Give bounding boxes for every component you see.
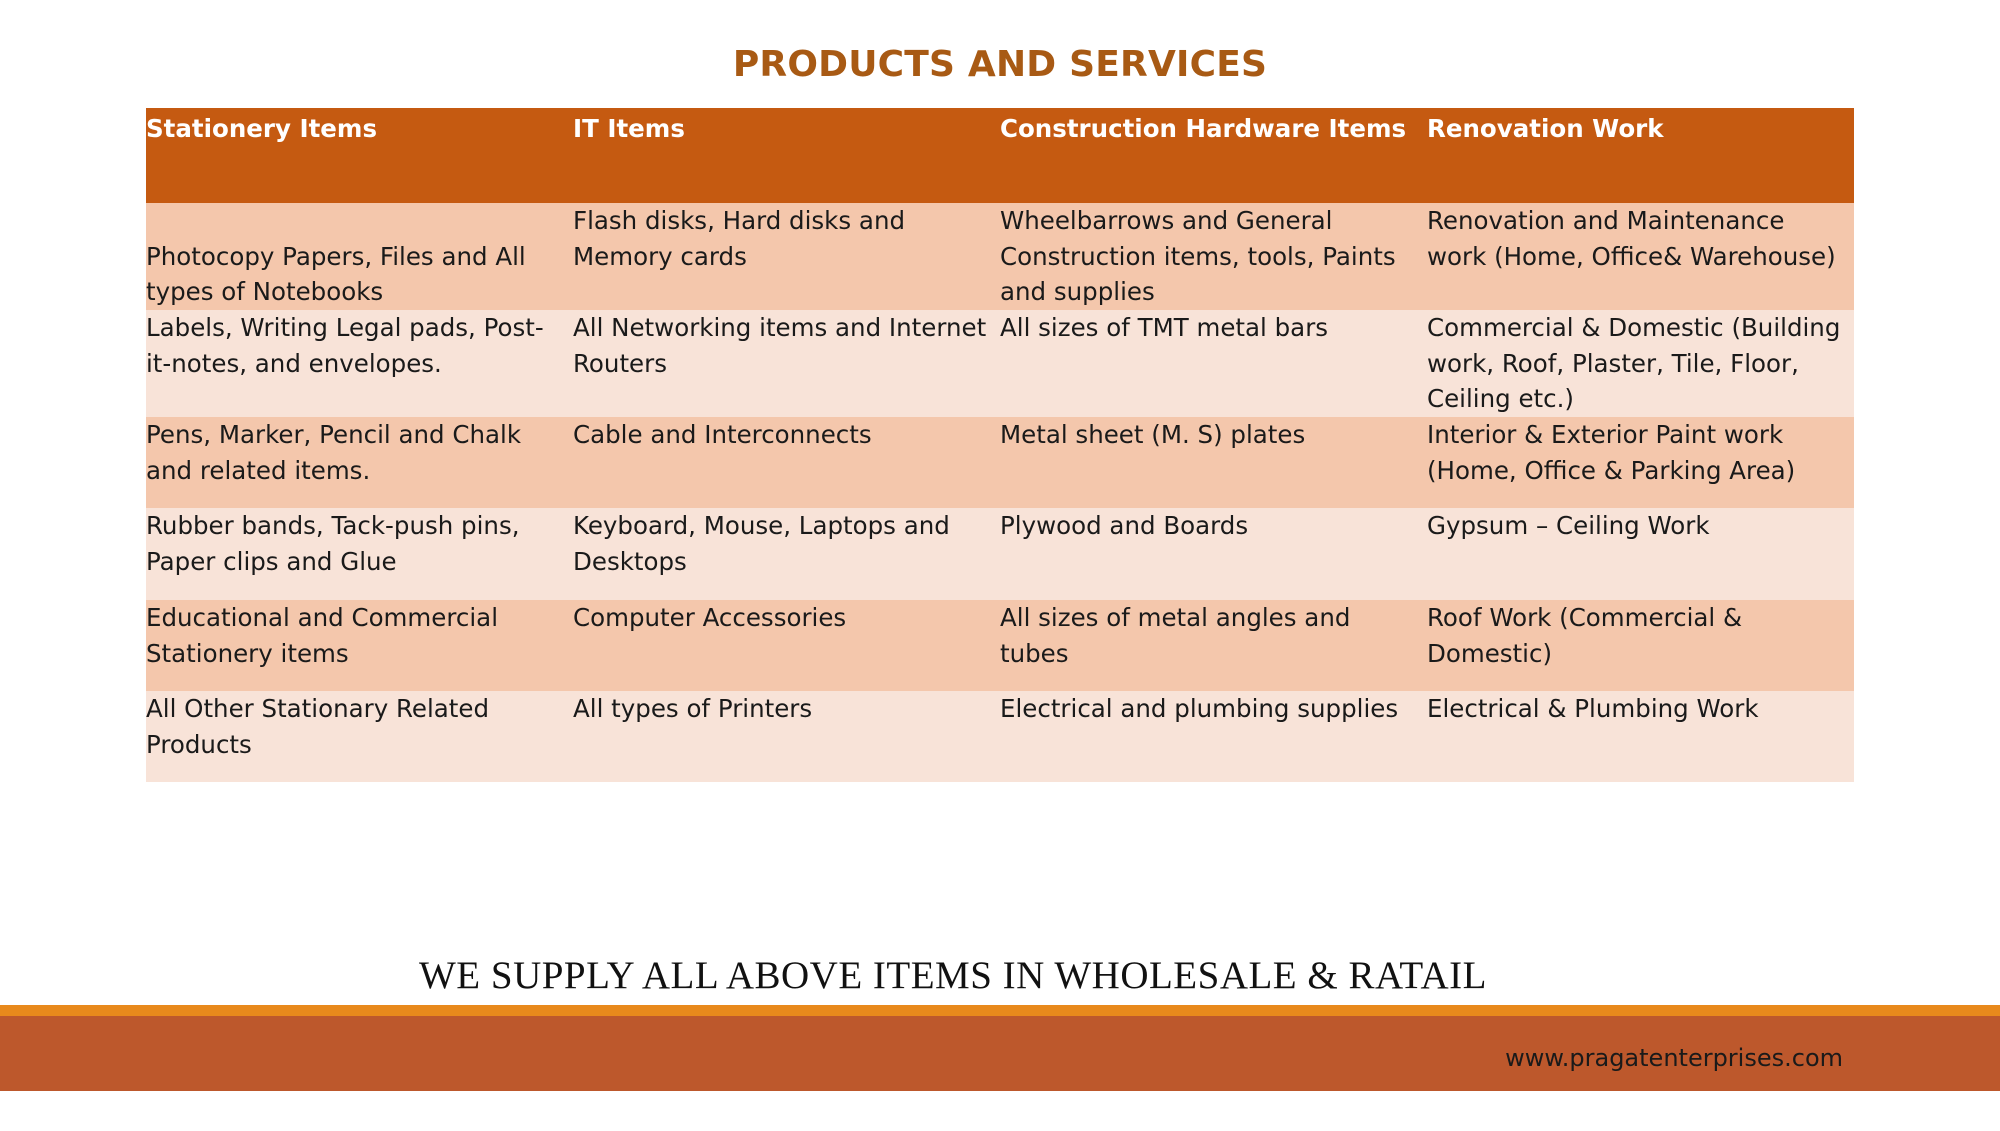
table-cell: All types of Printers — [573, 691, 1000, 782]
table-cell: Electrical and plumbing supplies — [1000, 691, 1427, 782]
tagline: WE SUPPLY ALL ABOVE ITEMS IN WHOLESALE &… — [419, 954, 1487, 997]
table-cell: Commercial & Domestic (Building work, Ro… — [1427, 310, 1854, 417]
footer-accent-line — [0, 1005, 2000, 1016]
products-table: Stationery Items IT Items Construction H… — [146, 108, 1854, 782]
table-cell: Roof Work (Commercial & Domestic) — [1427, 600, 1854, 691]
table-cell: Photocopy Papers, Files and All types of… — [146, 203, 573, 310]
table-cell: Keyboard, Mouse, Laptops and Desktops — [573, 508, 1000, 600]
table-cell: Pens, Marker, Pencil and Chalk and relat… — [146, 417, 573, 508]
table-cell: All sizes of TMT metal bars — [1000, 310, 1427, 417]
table-cell: Flash disks, Hard disks and Memory cards — [573, 203, 1000, 310]
table-cell: Rubber bands, Tack-push pins, Paper clip… — [146, 508, 573, 600]
table-cell: Computer Accessories — [573, 600, 1000, 691]
table-cell: Wheelbarrows and General Construction it… — [1000, 203, 1427, 310]
column-header-stationery: Stationery Items — [146, 108, 573, 203]
table-cell: Plywood and Boards — [1000, 508, 1427, 600]
column-header-construction: Construction Hardware Items — [1000, 108, 1427, 203]
table-cell: All Networking items and Internet Router… — [573, 310, 1000, 417]
column-header-renovation: Renovation Work — [1427, 108, 1854, 203]
table-row: All Other Stationary Related Products Al… — [146, 691, 1854, 782]
table-cell: Educational and Commercial Stationery it… — [146, 600, 573, 691]
table-cell: All sizes of metal angles and tubes — [1000, 600, 1427, 691]
table-row: Photocopy Papers, Files and All types of… — [146, 203, 1854, 310]
table-cell: Cable and Interconnects — [573, 417, 1000, 508]
table-row: Rubber bands, Tack-push pins, Paper clip… — [146, 508, 1854, 600]
table-row: Labels, Writing Legal pads, Post-it-note… — [146, 310, 1854, 417]
table-row: Educational and Commercial Stationery it… — [146, 600, 1854, 691]
table-cell: Gypsum – Ceiling Work — [1427, 508, 1854, 600]
table-cell: Electrical & Plumbing Work — [1427, 691, 1854, 782]
table-cell: All Other Stationary Related Products — [146, 691, 573, 782]
table-header-row: Stationery Items IT Items Construction H… — [146, 108, 1854, 203]
table-cell: Labels, Writing Legal pads, Post-it-note… — [146, 310, 573, 417]
page-title: PRODUCTS AND SERVICES — [732, 44, 1268, 85]
footer-band — [0, 1016, 2000, 1091]
column-header-it: IT Items — [573, 108, 1000, 203]
table-row: Pens, Marker, Pencil and Chalk and relat… — [146, 417, 1854, 508]
table-cell: Interior & Exterior Paint work (Home, Of… — [1427, 417, 1854, 508]
table-cell: Renovation and Maintenance work (Home, O… — [1427, 203, 1854, 310]
table-cell: Metal sheet (M. S) plates — [1000, 417, 1427, 508]
website-link[interactable]: www.pragatenterprises.com — [1505, 1044, 1843, 1072]
